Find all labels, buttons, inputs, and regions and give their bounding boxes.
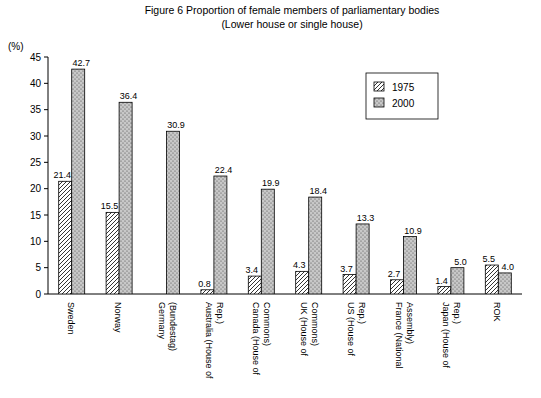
data-label: 5.5 (483, 254, 496, 264)
y-tick (44, 162, 48, 163)
legend-label: 1975 (392, 82, 415, 93)
data-label: 30.9 (167, 120, 185, 130)
y-tick (44, 215, 48, 216)
data-label: 36.4 (120, 91, 138, 101)
x-tick-label: Sweden (66, 302, 76, 335)
bar (343, 275, 356, 294)
data-label: 1.4 (435, 276, 448, 286)
data-label: 5.0 (454, 257, 467, 267)
data-labels: 21.4 15.5 0.8 3.4 4.3 3.7 2.7 1.4 5.5 42.7 36.4 30.… (53, 58, 514, 289)
bar (391, 280, 404, 294)
bar (309, 197, 322, 294)
data-label: 19.9 (262, 178, 280, 188)
bar (296, 271, 309, 294)
y-axis (48, 57, 49, 294)
x-tick-label: Germany(Bundestag) (157, 302, 178, 351)
y-tick (44, 294, 48, 295)
y-tick-label: 30 (30, 131, 42, 142)
legend: 1975 2000 (366, 73, 438, 119)
y-tick-label: 25 (30, 157, 42, 168)
x-tick-label: UK (House ofCommons) (299, 302, 320, 357)
y-tick (44, 57, 48, 58)
data-label: 4.3 (293, 260, 306, 270)
data-label: 18.4 (309, 186, 327, 196)
bar (106, 212, 119, 294)
y-tick-label: 45 (30, 52, 42, 63)
y-tick (44, 188, 48, 189)
y-tick-label: 35 (30, 104, 42, 115)
x-tick-label: Canada (House ofCommons) (251, 302, 272, 376)
bar (214, 176, 227, 294)
data-label: 3.7 (340, 264, 353, 274)
y-tick-label: 40 (30, 78, 42, 89)
data-label: 4.0 (502, 262, 515, 272)
data-label: 10.9 (404, 226, 422, 236)
legend-box (366, 73, 438, 119)
bar (404, 237, 417, 294)
data-label: 13.3 (357, 213, 375, 223)
bar (119, 102, 132, 294)
y-tick-label: 15 (30, 210, 42, 221)
x-tick-label: Australia (House ofRep.) (204, 302, 225, 379)
title: Figure 6 Proportion of female members of… (145, 4, 440, 16)
bar (261, 189, 274, 294)
bar (248, 276, 261, 294)
data-label: 22.4 (215, 165, 233, 175)
y-tick (44, 109, 48, 110)
bar (485, 265, 498, 294)
data-label: 42.7 (72, 58, 90, 68)
y-tick (44, 267, 48, 268)
y-tick (44, 83, 48, 84)
y-tick-label: 0 (35, 289, 41, 300)
legend-label: 2000 (392, 98, 415, 109)
subtitle: (Lower house or single house) (221, 18, 362, 30)
bars (59, 69, 512, 294)
y-tick-label: 20 (30, 183, 42, 194)
x-tick-label: ROK (492, 302, 502, 322)
bar (167, 131, 180, 294)
x-tick-label: France (NationalAssembly) (394, 302, 415, 369)
y-tick-label: 5 (35, 262, 41, 273)
data-label: 2.7 (388, 269, 401, 279)
bar (498, 273, 511, 294)
y-axis-label: (%) (8, 41, 24, 52)
data-label: 21.4 (53, 170, 71, 180)
y-tick (44, 241, 48, 242)
legend-swatch (374, 98, 384, 107)
data-label: 15.5 (101, 201, 119, 211)
x-tick-label: Japan (House ofRep.) (441, 302, 462, 369)
bar (72, 69, 85, 294)
x-tick-label: Norway (113, 302, 123, 333)
y-tick-label: 10 (30, 236, 42, 247)
bar (201, 290, 214, 294)
y-tick (44, 136, 48, 137)
bar (59, 181, 72, 294)
bar (356, 224, 369, 294)
data-label: 3.4 (246, 265, 259, 275)
bar (438, 287, 451, 294)
x-tick-label: US (House ofRep.) (346, 302, 367, 357)
chart: Figure 6 Proportion of female members of… (0, 0, 541, 398)
legend-swatch (374, 82, 384, 91)
bar (451, 268, 464, 294)
data-label: 0.8 (198, 279, 211, 289)
